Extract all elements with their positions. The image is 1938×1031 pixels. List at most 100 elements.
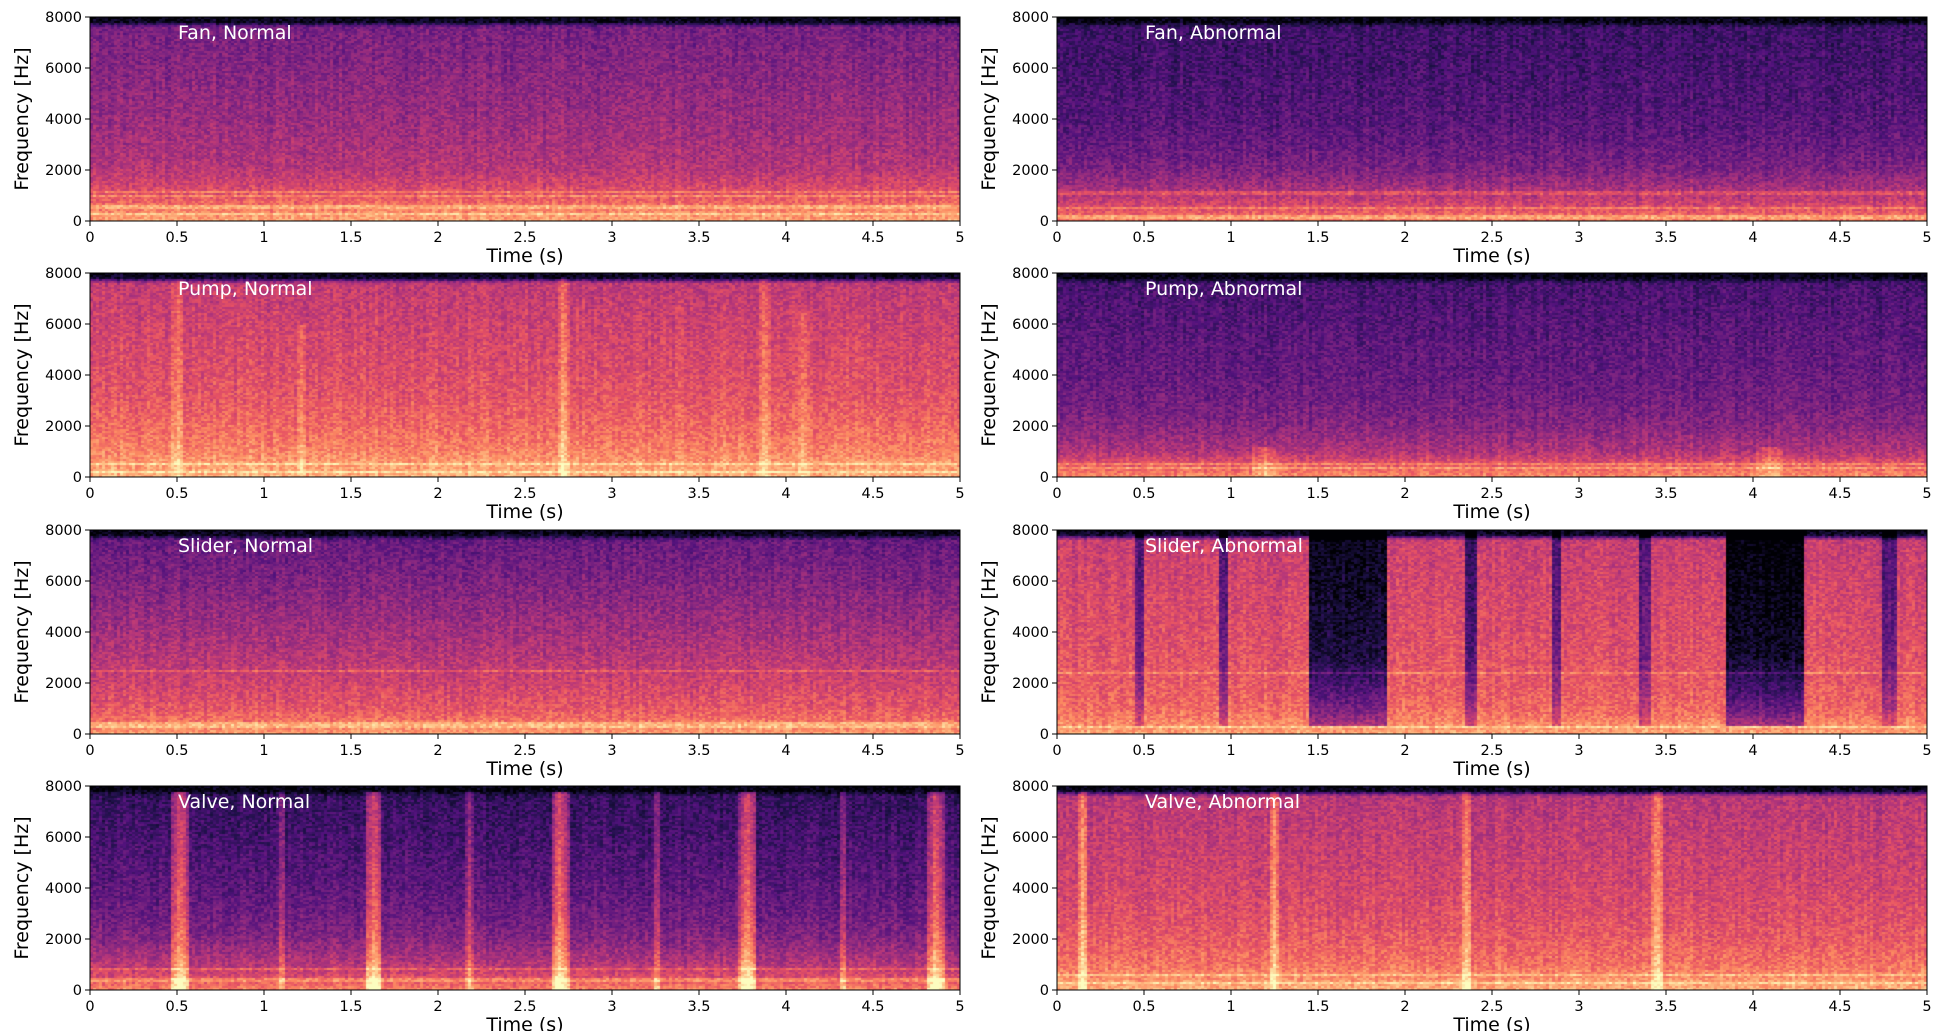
x-tick-label: 2 [1400,999,1409,1015]
y-tick-label: 8000 [1012,523,1049,539]
x-tick-label: 0.5 [165,486,188,502]
x-tick-label: 4.5 [861,486,884,502]
spectrogram-canvas [1057,273,1927,477]
panel-valve-normal: 0 0.5 1 1.5 2 2.5 3 3.5 4 4.5 5 0 2000 4000 6000 8000 Ti… [11,779,965,1031]
x-tick-label: 0 [1052,999,1061,1015]
spectrogram-image [90,273,960,477]
x-tick-label: 2.5 [513,486,536,502]
y-tick-label: 2000 [1012,163,1049,179]
x-tick-label: 0 [1052,743,1061,759]
y-tick-label: 8000 [45,266,82,282]
panel-pump-normal: 0 0.5 1 1.5 2 2.5 3 3.5 4 4.5 5 0 2000 4000 6000 8000 Ti… [11,266,965,523]
y-tick-label: 6000 [45,830,82,846]
y-tick-label: 4000 [45,112,82,128]
x-tick-label: 0 [85,486,94,502]
spectrogram-canvas [90,786,960,990]
x-tick-label: 4.5 [1828,999,1851,1015]
x-tick-label: 0.5 [165,999,188,1015]
y-tick-label: 2000 [1012,932,1049,948]
y-axis-label: Frequency [Hz] [978,816,1000,959]
x-tick-label: 3.5 [1654,999,1677,1015]
x-tick-label: 0 [1052,486,1061,502]
x-tick-label: 2 [433,486,442,502]
x-tick-label: 3 [1574,230,1583,246]
y-axis-label: Frequency [Hz] [978,560,1000,703]
panel-slider-abnormal: 0 0.5 1 1.5 2 2.5 3 3.5 4 4.5 5 0 2000 4000 6000 8000 Ti… [978,523,1932,780]
x-tick-label: 2 [433,743,442,759]
panel-title: Valve, Abnormal [1145,791,1300,813]
x-tick-label: 3 [1574,743,1583,759]
x-tick-label: 3 [607,999,616,1015]
y-tick-label: 8000 [45,523,82,539]
x-tick-label: 2.5 [1480,486,1503,502]
x-tick-label: 5 [1922,999,1931,1015]
x-tick-label: 0.5 [1132,230,1155,246]
spectrogram-image [1057,273,1927,477]
x-tick-label: 1 [1226,230,1235,246]
x-tick-label: 2 [433,999,442,1015]
x-tick-label: 5 [955,999,964,1015]
panel-fan-normal: 0 0.5 1 1.5 2 2.5 3 3.5 4 4.5 5 0 2000 4000 6000 8000 Ti… [11,10,965,267]
x-tick-label: 0 [1052,230,1061,246]
y-tick-label: 4000 [45,625,82,641]
x-tick-label: 0.5 [165,743,188,759]
y-tick-label: 6000 [1012,317,1049,333]
x-tick-label: 4.5 [1828,230,1851,246]
x-tick-label: 2.5 [1480,999,1503,1015]
spectrogram-image [1057,17,1927,221]
spectrogram-canvas [90,530,960,734]
x-tick-label: 5 [1922,230,1931,246]
panel-valve-abnormal: 0 0.5 1 1.5 2 2.5 3 3.5 4 4.5 5 0 2000 4000 6000 8000 Ti… [978,779,1932,1031]
x-tick-label: 1.5 [1306,486,1329,502]
y-tick-label: 0 [73,727,82,743]
x-tick-label: 5 [1922,743,1931,759]
panel-title: Slider, Abnormal [1145,535,1303,557]
y-tick-label: 2000 [45,419,82,435]
y-tick-label: 2000 [1012,419,1049,435]
x-tick-label: 2 [433,230,442,246]
x-tick-label: 5 [955,230,964,246]
y-axis-label: Frequency [Hz] [11,560,33,703]
x-tick-label: 3.5 [687,743,710,759]
x-tick-label: 4.5 [1828,743,1851,759]
x-tick-label: 3 [607,230,616,246]
x-tick-label: 4 [1748,230,1757,246]
x-tick-label: 5 [955,743,964,759]
x-tick-label: 3 [607,743,616,759]
y-tick-label: 4000 [1012,881,1049,897]
x-axis-label: Time (s) [1452,1014,1530,1031]
spectrogram-image [90,530,960,734]
x-tick-label: 4 [781,486,790,502]
x-tick-label: 3.5 [1654,486,1677,502]
y-tick-label: 0 [1040,727,1049,743]
x-tick-label: 1 [259,486,268,502]
y-tick-label: 0 [73,470,82,486]
y-tick-label: 8000 [45,779,82,795]
x-tick-label: 0 [85,999,94,1015]
x-tick-label: 1.5 [339,230,362,246]
y-axis-label: Frequency [Hz] [11,47,33,190]
y-axis-label: Frequency [Hz] [11,816,33,959]
x-tick-label: 1 [1226,999,1235,1015]
x-tick-label: 4 [781,743,790,759]
spectrogram-image [1057,530,1927,734]
x-tick-label: 4.5 [861,999,884,1015]
spectrogram-canvas [90,273,960,477]
panel-title: Fan, Abnormal [1145,22,1282,44]
x-axis-label: Time (s) [1452,245,1530,267]
spectrogram-image [90,786,960,990]
y-tick-label: 6000 [1012,830,1049,846]
y-tick-label: 2000 [1012,676,1049,692]
y-tick-label: 6000 [45,61,82,77]
x-tick-label: 2.5 [513,230,536,246]
spectrogram-image [90,17,960,221]
y-tick-label: 8000 [1012,266,1049,282]
x-tick-label: 3.5 [687,999,710,1015]
spectrogram-canvas [1057,786,1927,990]
x-tick-label: 2.5 [513,999,536,1015]
x-tick-label: 2.5 [1480,743,1503,759]
x-tick-label: 0.5 [165,230,188,246]
y-tick-label: 8000 [1012,10,1049,26]
y-tick-label: 8000 [45,10,82,26]
